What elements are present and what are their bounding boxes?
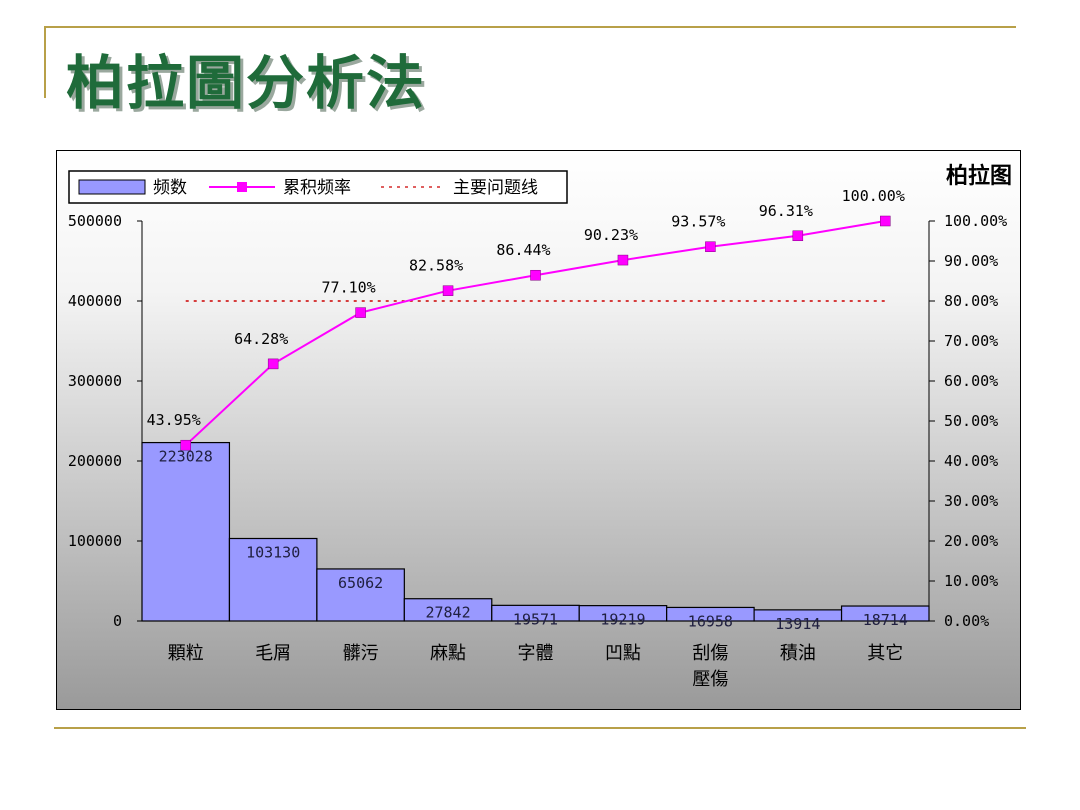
top-rule (44, 26, 1016, 28)
legend-swatch-bar (78, 179, 146, 195)
y2-tick-label: 40.00% (944, 452, 998, 470)
cumulative-data-label: 100.00% (842, 187, 905, 205)
legend-box (68, 170, 568, 204)
y-tick-label: 300000 (68, 372, 122, 390)
bar-data-label: 13914 (775, 615, 820, 633)
bar (228, 537, 318, 622)
x-tick-label: 麻點 (430, 643, 466, 664)
bar-data-label: 223028 (159, 448, 213, 466)
x-tick-label: 毛屑 (255, 643, 291, 664)
legend-label-line: 累积频率 (283, 178, 351, 198)
bar (141, 441, 231, 622)
y-tick-label: 0 (113, 612, 122, 630)
y-tick-label: 400000 (68, 292, 122, 310)
cumulative-point (267, 358, 279, 370)
bar-data-label: 16958 (688, 612, 733, 630)
cumulative-point (617, 254, 629, 266)
side-rule (44, 26, 46, 98)
x-tick-label: 刮傷 (692, 643, 728, 664)
legend-label-bar: 频数 (153, 178, 187, 198)
cumulative-point (880, 215, 891, 227)
bar-data-label: 103130 (246, 543, 300, 561)
y-tick-label: 200000 (68, 452, 122, 470)
page-title: 柏拉圖分析法 (66, 49, 427, 117)
cumulative-point (180, 439, 191, 451)
cumulative-point (442, 285, 454, 296)
bar (316, 568, 405, 622)
y-tick-label: 500000 (68, 212, 122, 230)
x-tick-label: 其它 (867, 643, 903, 664)
bar-data-label: 65062 (338, 574, 383, 592)
cumulative-data-label: 93.57% (671, 213, 725, 231)
cumulative-data-label: 77.10% (322, 279, 376, 297)
y2-tick-label: 80.00% (944, 292, 998, 310)
x-tick-label: 積油 (780, 643, 816, 664)
bar (840, 605, 930, 622)
cumulative-data-label: 96.31% (759, 202, 813, 220)
cumulative-data-label: 64.28% (234, 330, 288, 348)
y2-tick-label: 50.00% (944, 412, 998, 430)
x-tick-label: 髒污 (343, 643, 379, 664)
x-tick-label: 顆粒 (168, 643, 204, 664)
cumulative-data-label: 90.23% (584, 226, 638, 244)
cumulative-point (792, 230, 804, 242)
y2-tick-label: 60.00% (944, 372, 998, 390)
x-tick-label: 凹點 (605, 643, 641, 664)
y2-tick-label: 70.00% (944, 332, 998, 350)
cumulative-data-label: 86.44% (496, 241, 550, 259)
cumulative-point (355, 307, 366, 318)
cumulative-point (530, 269, 541, 281)
y2-tick-label: 90.00% (944, 252, 998, 270)
y2-tick-label: 20.00% (944, 532, 998, 550)
cumulative-point (705, 241, 716, 252)
y2-tick-label: 100.00% (944, 212, 1007, 230)
bar-data-label: 19571 (513, 610, 558, 628)
chart-title: 柏拉图 (946, 163, 1012, 189)
bar-data-label: 27842 (425, 604, 470, 622)
y-tick-label: 100000 (68, 532, 122, 550)
x-tick-label: 字體 (518, 643, 554, 664)
y2-tick-label: 10.00% (944, 572, 998, 590)
legend-label-threshold: 主要问题线 (453, 178, 538, 198)
y2-tick-label: 30.00% (944, 492, 998, 510)
y2-tick-label: 0.00% (944, 612, 989, 630)
bar-data-label: 18714 (863, 611, 908, 629)
x-tick-label: 壓傷 (692, 669, 728, 690)
cumulative-data-label: 43.95% (147, 411, 201, 429)
bar-data-label: 19219 (600, 611, 645, 629)
chart-frame: 0 100000 200000 300000 400000 500000 0.00% 10.0… (56, 150, 1021, 710)
pareto-chart: 0 100000 200000 300000 400000 500000 0.00% 10.0… (57, 151, 1020, 709)
cumulative-data-label: 82.58% (409, 257, 463, 275)
legend-swatch-marker (237, 182, 247, 192)
bottom-rule (54, 727, 1026, 729)
